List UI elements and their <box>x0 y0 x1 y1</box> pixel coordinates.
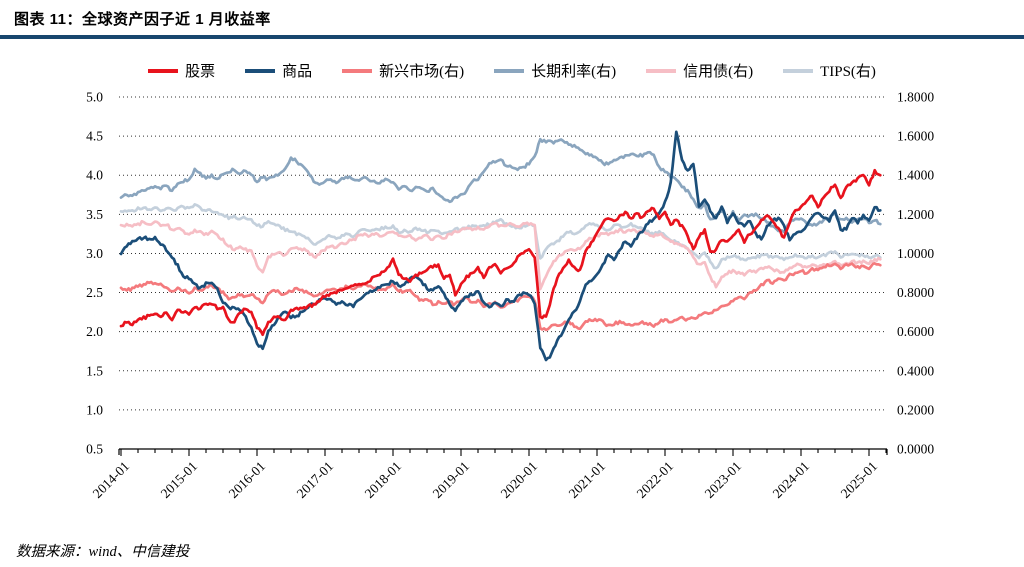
svg-text:1.6000: 1.6000 <box>897 129 934 144</box>
svg-text:2020-01: 2020-01 <box>498 459 540 501</box>
legend-item-3: 新兴市场(右) <box>342 60 464 81</box>
svg-text:4.0: 4.0 <box>86 168 103 183</box>
svg-text:2.5: 2.5 <box>86 285 103 300</box>
svg-text:2023-01: 2023-01 <box>702 459 744 501</box>
svg-text:2014-01: 2014-01 <box>90 459 132 501</box>
svg-text:2018-01: 2018-01 <box>362 459 404 501</box>
svg-text:2019-01: 2019-01 <box>430 459 472 501</box>
legend-label: 长期利率(右) <box>531 64 617 80</box>
svg-text:2022-01: 2022-01 <box>634 459 676 501</box>
svg-text:0.4000: 0.4000 <box>897 363 934 378</box>
svg-text:5.0: 5.0 <box>86 90 103 105</box>
svg-text:2024-01: 2024-01 <box>770 459 812 501</box>
svg-text:3.0: 3.0 <box>86 246 103 261</box>
svg-text:0.2000: 0.2000 <box>897 402 934 417</box>
svg-text:0.5: 0.5 <box>86 442 103 457</box>
data-source-note: 数据来源：wind、中信建投 <box>16 544 190 560</box>
svg-text:2.0: 2.0 <box>86 324 103 339</box>
svg-text:1.4000: 1.4000 <box>897 168 934 183</box>
svg-text:1.2000: 1.2000 <box>897 207 934 222</box>
svg-text:2021-01: 2021-01 <box>566 459 608 501</box>
svg-text:2015-01: 2015-01 <box>158 459 200 501</box>
legend-line-swatch <box>494 68 525 73</box>
figure-title: 图表 11：全球资产因子近 1 月收益率 <box>14 11 271 28</box>
legend-line-swatch <box>646 68 677 73</box>
svg-text:3.5: 3.5 <box>86 207 103 222</box>
legend-label: 信用债(右) <box>683 64 754 80</box>
legend-item-1: 股票 <box>148 60 215 81</box>
title-rule <box>0 35 1024 39</box>
svg-text:2016-01: 2016-01 <box>226 459 268 501</box>
chart-legend: 股票 商品 新兴市场(右) 长期利率(右) 信用债(右) TIPS(右) <box>0 60 1024 81</box>
legend-line-swatch <box>245 68 276 73</box>
legend-line-swatch <box>342 68 373 73</box>
legend-label: 股票 <box>185 64 216 80</box>
svg-text:0.6000: 0.6000 <box>897 324 934 339</box>
svg-text:1.5: 1.5 <box>86 363 103 378</box>
svg-text:0.8000: 0.8000 <box>897 285 934 300</box>
legend-line-swatch <box>148 68 179 73</box>
svg-text:1.0: 1.0 <box>86 402 103 417</box>
svg-text:1.0000: 1.0000 <box>897 246 934 261</box>
svg-text:4.5: 4.5 <box>86 129 103 144</box>
legend-line-swatch <box>783 68 814 73</box>
legend-item-5: 信用债(右) <box>646 60 753 81</box>
svg-text:1.8000: 1.8000 <box>897 90 934 105</box>
legend-item-2: 商品 <box>245 60 312 81</box>
legend-label: 商品 <box>282 64 313 80</box>
svg-text:2025-01: 2025-01 <box>838 459 880 501</box>
legend-label: TIPS(右) <box>820 64 876 80</box>
svg-text:2017-01: 2017-01 <box>294 459 336 501</box>
legend-label: 新兴市场(右) <box>379 64 465 80</box>
legend-item-6: TIPS(右) <box>783 60 876 81</box>
svg-text:0.0000: 0.0000 <box>897 442 934 457</box>
legend-item-4: 长期利率(右) <box>494 60 616 81</box>
